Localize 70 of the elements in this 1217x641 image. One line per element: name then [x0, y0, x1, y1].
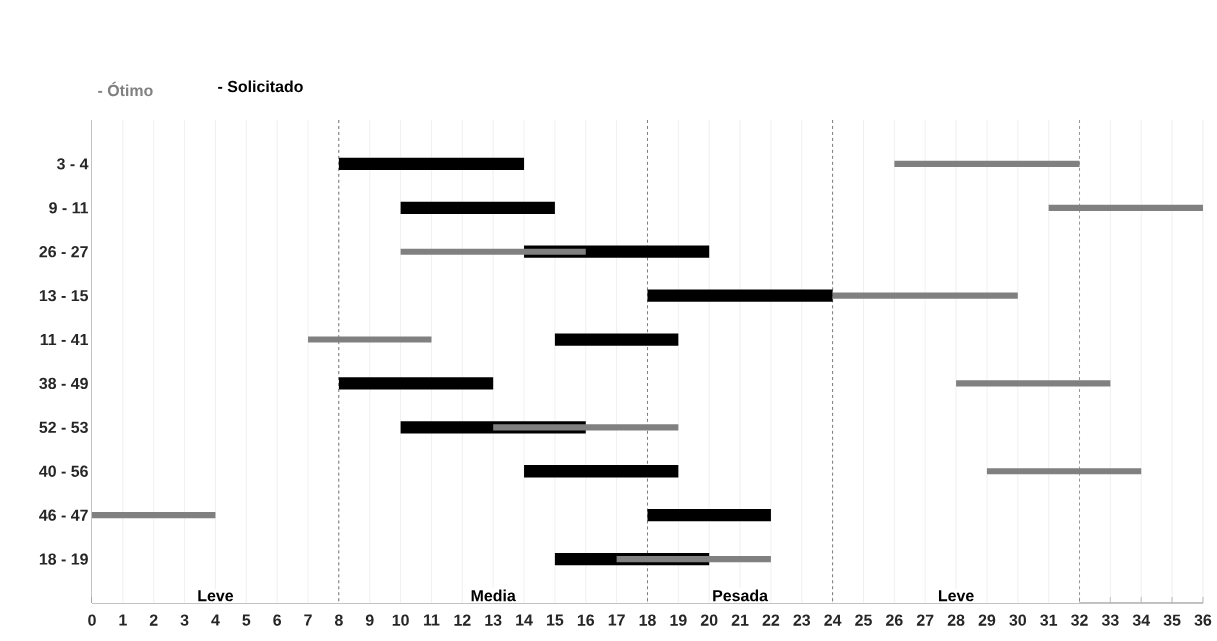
- x-tick-label: 29: [978, 614, 996, 626]
- bar: [92, 512, 216, 519]
- y-tick-label: 9 - 11: [49, 202, 89, 214]
- x-tick-label: 4: [211, 614, 220, 626]
- x-tick-label: 17: [608, 614, 625, 626]
- x-tick-label: 27: [916, 614, 934, 626]
- x-tick-label: 14: [516, 614, 533, 626]
- bar: [894, 160, 1080, 167]
- x-tick-label: 20: [700, 614, 718, 626]
- x-tick-label: 16: [577, 614, 595, 626]
- band-label: Leve: [938, 590, 974, 602]
- x-tick-label: 13: [485, 614, 502, 626]
- x-tick-label: 12: [454, 614, 471, 626]
- x-tick-label: 9: [365, 614, 374, 626]
- bar: [554, 333, 679, 346]
- y-tick-label: 40 - 56: [39, 465, 88, 477]
- x-tick-label: 0: [88, 614, 96, 626]
- y-tick-label: 18 - 19: [39, 553, 88, 565]
- bar: [986, 468, 1142, 475]
- y-tick-label: 26 - 27: [39, 246, 88, 258]
- bar: [956, 380, 1111, 387]
- x-tick-label: 10: [392, 614, 409, 626]
- x-tick-label: 3: [180, 614, 189, 626]
- x-tick-label: 18: [639, 614, 656, 626]
- x-tick-label: 7: [304, 614, 312, 626]
- y-tick-label: 13 - 15: [39, 289, 89, 302]
- x-tick-label: 25: [855, 614, 872, 626]
- y-tick-label: 11 - 41: [40, 334, 89, 346]
- bar: [493, 424, 679, 431]
- bar: [338, 157, 525, 171]
- x-tick-label: 31: [1040, 614, 1058, 626]
- x-tick-label: 33: [1101, 614, 1119, 626]
- text: - Ótimo: [98, 81, 153, 97]
- bar: [616, 556, 771, 563]
- x-tick-label: 32: [1071, 614, 1088, 626]
- x-tick-label: 26: [886, 614, 903, 626]
- x-tick-label: 30: [1009, 614, 1026, 626]
- y-tick-label: 3 - 4: [56, 158, 89, 170]
- x-tick-label: 22: [762, 614, 780, 626]
- bar: [400, 248, 586, 255]
- x-tick-label: 19: [670, 614, 687, 626]
- bar: [647, 289, 833, 302]
- bar: [647, 509, 771, 522]
- bar: [832, 292, 1018, 299]
- x-tick-label: 23: [793, 614, 811, 626]
- x-tick-label: 36: [1194, 614, 1212, 626]
- band-label: Leve: [198, 590, 234, 602]
- x-tick-label: 8: [334, 614, 343, 626]
- x-tick-label: 34: [1132, 614, 1151, 626]
- bar: [1048, 204, 1203, 211]
- x-tick-label: 28: [947, 614, 965, 626]
- bar: [400, 201, 555, 214]
- x-tick-label: 1: [119, 614, 127, 626]
- band-label: Pesada: [713, 589, 769, 602]
- y-tick-label: 38 - 49: [39, 377, 88, 390]
- x-tick-label: 35: [1163, 614, 1181, 626]
- bar: [338, 377, 494, 390]
- band-label: Media: [471, 589, 516, 602]
- y-tick-label: 52 - 53: [39, 421, 88, 433]
- bar: [524, 465, 679, 478]
- text: - Solicitado: [218, 80, 303, 93]
- bar: [308, 336, 432, 343]
- x-tick-label: 21: [731, 614, 749, 626]
- x-tick-label: 11: [424, 614, 440, 626]
- x-tick-label: 24: [824, 614, 842, 626]
- x-tick-label: 2: [149, 614, 158, 626]
- y-tick-label: 46 - 47: [39, 509, 88, 521]
- x-tick-label: 15: [547, 614, 564, 626]
- x-tick-label: 6: [273, 614, 282, 626]
- x-tick-label: 5: [242, 614, 251, 626]
